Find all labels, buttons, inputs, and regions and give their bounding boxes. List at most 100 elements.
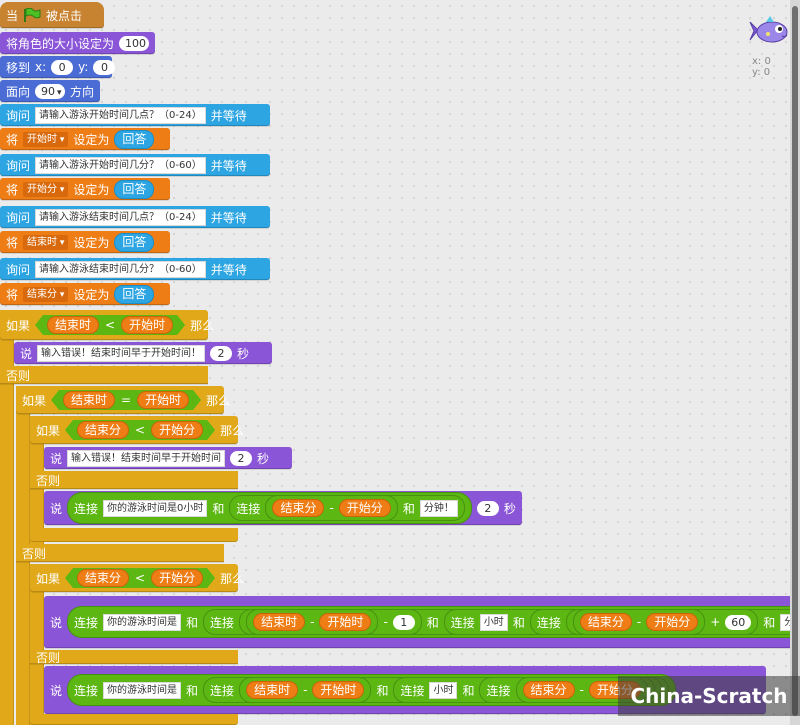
ask-block[interactable]: 询问 请输入游泳开始时间几分？（0-60） 并等待: [0, 154, 270, 176]
and-label: 和: [376, 683, 389, 698]
join-text-input[interactable]: 小时: [429, 681, 458, 699]
answer-reporter[interactable]: 回答: [114, 232, 155, 252]
join-text-input[interactable]: 小时: [479, 613, 508, 631]
say-for-secs-block[interactable]: 说 输入错误！结束时间早于开始时间 2 秒: [44, 447, 292, 469]
else-label: 否则: [22, 546, 47, 561]
direction-dropdown[interactable]: 90: [35, 83, 65, 99]
join-text-input[interactable]: 你的游泳时间是: [103, 613, 182, 631]
variable-dropdown[interactable]: 开始时: [23, 131, 69, 147]
join-operator[interactable]: 连接 结束分 - 开始分 + 60 和 分钟！: [529, 609, 800, 635]
if-else-block[interactable]: 如果 结束分 < 开始分 那么: [30, 416, 244, 444]
variable-dropdown[interactable]: 结束时: [23, 234, 69, 250]
ask-label: 询问: [6, 108, 31, 123]
variable-reporter[interactable]: 开始分: [151, 421, 203, 439]
variable-reporter[interactable]: 开始时: [312, 681, 365, 699]
variable-dropdown[interactable]: 开始分: [23, 181, 69, 197]
vertical-scrollbar-thumb[interactable]: [792, 6, 798, 716]
answer-reporter[interactable]: 回答: [114, 129, 155, 149]
join-operator[interactable]: 连接 你的游泳时间是0小时 和 连接 结束分 - 开始分 和 分钟！: [67, 492, 472, 524]
then-label: 那么: [220, 423, 245, 438]
less-than-operator[interactable]: 结束分 < 开始分: [65, 420, 215, 440]
say-message-input[interactable]: 输入错误！结束时间早于开始时间！: [37, 344, 206, 362]
join-text-input[interactable]: 你的游泳时间是: [103, 681, 182, 699]
if-else-arm: [0, 310, 14, 725]
set-to-label: 设定为: [73, 182, 110, 197]
secs-input[interactable]: 2: [230, 450, 253, 466]
hat-clicked-label: 被点击: [46, 8, 83, 23]
subtract-operator[interactable]: 结束时 - 开始时: [246, 609, 379, 635]
join-text-input[interactable]: 分钟！: [419, 499, 458, 517]
variable-reporter[interactable]: 结束时: [47, 316, 99, 334]
variable-reporter[interactable]: 开始分: [338, 499, 391, 517]
when-flag-clicked-block[interactable]: 当 被点击: [0, 2, 104, 28]
goto-label: 移到: [6, 60, 31, 75]
secs-input[interactable]: 2: [476, 500, 499, 516]
ask-question-input[interactable]: 请输入游泳开始时间几分？（0-60）: [35, 156, 206, 174]
set-label: 将: [6, 132, 19, 147]
variable-reporter[interactable]: 开始时: [137, 391, 189, 409]
variable-reporter[interactable]: 结束时: [246, 681, 299, 699]
secs-input[interactable]: 2: [210, 345, 233, 361]
number-input[interactable]: 60: [725, 614, 752, 630]
ask-block[interactable]: 询问 请输入游泳结束时间几分？（0-60） 并等待: [0, 258, 270, 280]
variable-reporter[interactable]: 开始时: [319, 613, 372, 631]
say-message-input[interactable]: 输入错误！结束时间早于开始时间: [67, 449, 226, 467]
join-operator[interactable]: 连接 小时 和 连接 结束分 - 开始分 + 60: [443, 609, 800, 635]
variable-reporter[interactable]: 结束分: [522, 681, 575, 699]
variable-reporter[interactable]: 开始分: [646, 613, 699, 631]
ask-block[interactable]: 询问 请输入游泳结束时间几点？（0-24） 并等待: [0, 206, 270, 228]
green-flag-icon: [24, 8, 41, 22]
subtract-operator[interactable]: 结束时 - 开始时: [239, 677, 372, 703]
number-input[interactable]: 1: [392, 614, 415, 630]
join-text-input[interactable]: 你的游泳时间是0小时: [103, 499, 208, 517]
say-for-secs-block[interactable]: 说 输入错误！结束时间早于开始时间！ 2 秒: [14, 342, 272, 364]
say-for-secs-block[interactable]: 说 连接 你的游泳时间是0小时 和 连接 结束分 - 开始分 和 分钟！ 2 秒: [44, 491, 522, 525]
variable-dropdown[interactable]: 结束分: [23, 286, 69, 302]
variable-reporter[interactable]: 结束分: [272, 499, 325, 517]
variable-reporter[interactable]: 结束分: [77, 569, 129, 587]
ask-question-input[interactable]: 请输入游泳开始时间几点？（0-24）: [35, 106, 206, 124]
join-operator[interactable]: 连接 你的游泳时间是 和 连接 结束时 - 开始时 和 连接 小时 和 连接: [67, 674, 676, 706]
goto-xy-block[interactable]: 移到 x: 0 y: 0: [0, 56, 116, 78]
ask-question-input[interactable]: 请输入游泳结束时间几分？（0-60）: [35, 260, 206, 278]
add-operator[interactable]: 结束分 - 开始分 + 60: [565, 609, 759, 635]
set-variable-block[interactable]: 将 开始时 设定为 回答: [0, 128, 170, 150]
set-variable-block[interactable]: 将 结束时 设定为 回答: [0, 231, 170, 253]
if-else-block[interactable]: 如果 结束分 < 开始分 那么: [30, 564, 244, 592]
variable-reporter[interactable]: 结束分: [579, 613, 632, 631]
and-label: 和: [512, 615, 525, 630]
answer-reporter[interactable]: 回答: [114, 179, 155, 199]
point-direction-block[interactable]: 面向 90 方向: [0, 80, 100, 102]
join-label: 连接: [450, 615, 475, 630]
ask-question-input[interactable]: 请输入游泳结束时间几点？（0-24）: [35, 208, 206, 226]
ask-block[interactable]: 询问 请输入游泳开始时间几点？（0-24） 并等待: [0, 104, 270, 126]
say-block[interactable]: 说 连接 你的游泳时间是 和 连接 结束时 - 开始时 - 1 和 连接: [44, 596, 800, 648]
answer-reporter[interactable]: 回答: [114, 284, 155, 304]
join-operator[interactable]: 连接 结束分 - 开始分 和 分钟！: [229, 495, 465, 521]
variable-reporter[interactable]: 结束时: [253, 613, 306, 631]
goto-y-input[interactable]: 0: [93, 59, 116, 75]
variable-reporter[interactable]: 开始时: [121, 316, 173, 334]
goto-x-input[interactable]: 0: [51, 59, 74, 75]
watermark: China-Scratch: [618, 676, 800, 716]
subtract-operator[interactable]: 结束分 - 开始分: [265, 495, 398, 521]
less-than-operator[interactable]: 结束分 < 开始分: [65, 568, 215, 588]
set-variable-block[interactable]: 将 开始分 设定为 回答: [0, 178, 170, 200]
size-input[interactable]: 100: [119, 35, 149, 51]
variable-reporter[interactable]: 结束时: [63, 391, 115, 409]
set-size-block[interactable]: 将角色的大小设定为 100: [0, 32, 155, 54]
join-operator[interactable]: 连接 结束时 - 开始时 - 1 和 连接 小时 和 连接: [203, 609, 800, 635]
join-operator[interactable]: 连接 你的游泳时间是 和 连接 结束时 - 开始时 - 1 和 连接 小时: [67, 606, 800, 638]
subtract-operator[interactable]: 结束时 - 开始时 - 1: [239, 609, 422, 635]
join-operator[interactable]: 连接 结束时 - 开始时 和 连接 小时 和 连接 结束分 -: [203, 677, 669, 703]
if-else-block[interactable]: 如果 结束时 < 开始时 那么: [0, 310, 214, 340]
set-variable-block[interactable]: 将 结束分 设定为 回答: [0, 283, 170, 305]
variable-reporter[interactable]: 结束分: [77, 421, 129, 439]
less-than-operator[interactable]: 结束时 < 开始时: [35, 315, 185, 335]
subtract-operator[interactable]: 结束分 - 开始分: [572, 609, 706, 635]
if-else-foot: [30, 528, 238, 542]
equals-operator[interactable]: 结束时 = 开始时: [51, 390, 201, 410]
variable-reporter[interactable]: 开始分: [151, 569, 203, 587]
if-else-block[interactable]: 如果 结束时 = 开始时 那么: [16, 386, 230, 414]
